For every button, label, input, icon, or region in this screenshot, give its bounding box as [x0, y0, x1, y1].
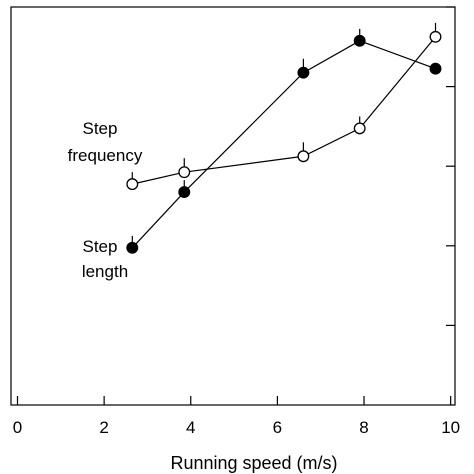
point-step-frequency-3: [353, 122, 366, 135]
point-step-length-2: [297, 66, 310, 79]
point-step-length-3: [353, 34, 366, 47]
x-tick-label-5: 10: [441, 418, 460, 437]
plot-frame: [10, 6, 456, 406]
series-label-frequency-line2: frequency: [68, 146, 143, 165]
series-lines: [131, 36, 436, 249]
axes: [10, 6, 456, 406]
series-line-1: [132, 36, 436, 185]
markers: [126, 30, 442, 254]
point-step-length-1: [178, 186, 191, 199]
point-step-length-0: [126, 241, 139, 254]
x-tick-label-1: 2: [99, 418, 108, 437]
x-tick-label-2: 4: [186, 418, 195, 437]
series-label-length-line1: Step: [83, 237, 118, 256]
error-bars: [131, 22, 437, 248]
point-step-frequency-4: [429, 30, 442, 43]
x-tick-label-3: 6: [273, 418, 282, 437]
series-label-length-line2: length: [82, 262, 128, 281]
x-tick-labels: 0 2 4 6 8 10: [13, 418, 460, 437]
point-step-frequency-2: [297, 150, 310, 163]
point-step-length-4: [429, 62, 442, 75]
series-line-0: [131, 40, 436, 249]
x-axis-title: Running speed (m/s): [170, 453, 337, 473]
point-step-frequency-0: [126, 178, 139, 191]
x-tick-label-0: 0: [13, 418, 22, 437]
point-step-frequency-1: [178, 166, 191, 179]
series-label-frequency-line1: Step: [83, 119, 118, 138]
x-tick-label-4: 8: [359, 418, 368, 437]
